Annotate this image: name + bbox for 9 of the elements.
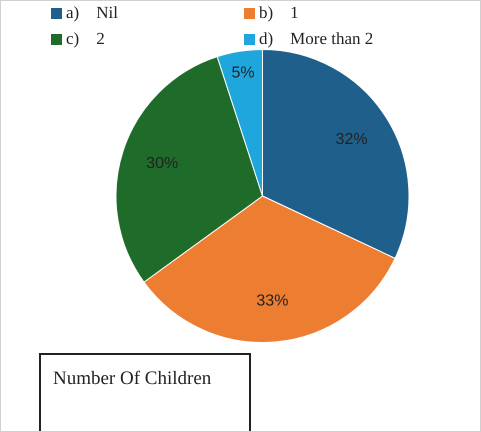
data-label: 5% <box>231 64 255 82</box>
data-label: 33% <box>256 292 288 310</box>
legend-label: c) 2 <box>66 29 105 49</box>
legend-label: d) More than 2 <box>259 29 374 49</box>
legend-label: a) Nil <box>66 3 118 23</box>
data-label: 30% <box>146 154 178 172</box>
data-label: 32% <box>336 130 368 148</box>
text: Number Of Children <box>39 353 251 432</box>
legend-label: b) 1 <box>259 3 299 23</box>
